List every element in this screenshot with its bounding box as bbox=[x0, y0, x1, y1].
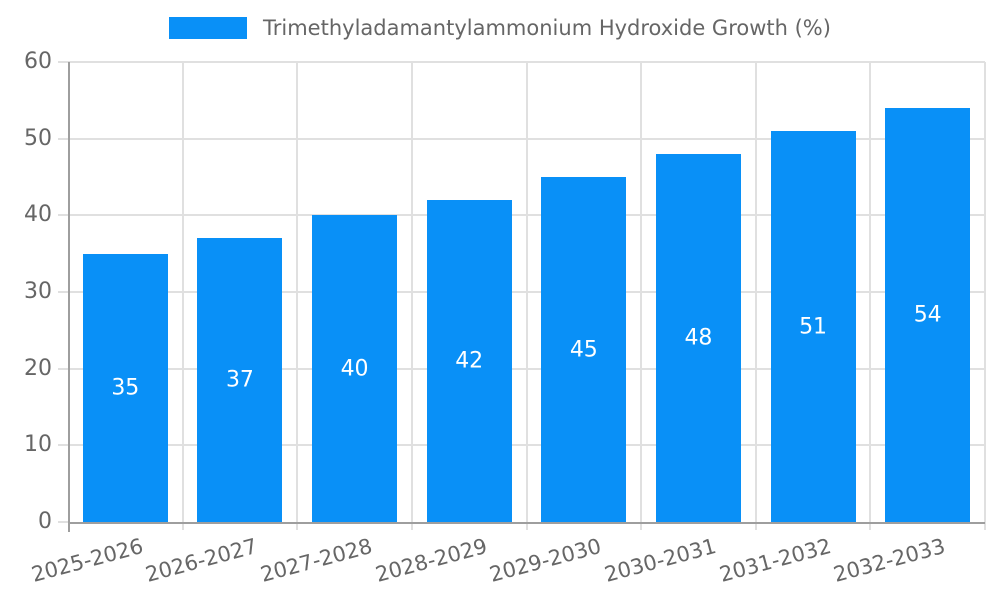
v-gridline bbox=[181, 62, 184, 530]
bar-2032-2033: 54 bbox=[885, 108, 971, 522]
v-gridline bbox=[410, 62, 413, 530]
bar-value-label: 35 bbox=[111, 375, 140, 401]
x-tick-label: 2025-2026 bbox=[28, 534, 146, 587]
x-tick-label: 2027-2028 bbox=[257, 534, 375, 587]
bar-2026-2027: 37 bbox=[197, 238, 283, 522]
v-gridline bbox=[640, 62, 643, 530]
legend-swatch bbox=[169, 17, 248, 39]
h-gridline bbox=[58, 137, 985, 140]
h-gridline bbox=[58, 214, 985, 217]
bar-value-label: 45 bbox=[569, 337, 598, 362]
y-tick-label: 40 bbox=[24, 202, 52, 228]
v-gridline bbox=[296, 62, 299, 530]
x-tick-label: 2030-2031 bbox=[601, 534, 719, 587]
bar-2025-2026: 35 bbox=[82, 253, 168, 522]
bar-2027-2028: 40 bbox=[312, 215, 398, 522]
bar-2030-2031: 48 bbox=[655, 154, 741, 522]
bar-value-label: 42 bbox=[455, 348, 484, 374]
legend: Trimethyladamantylammonium Hydroxide Gro… bbox=[0, 16, 1000, 40]
x-tick-label: 2026-2027 bbox=[143, 534, 261, 587]
bar-value-label: 40 bbox=[340, 356, 369, 382]
h-gridline bbox=[58, 61, 985, 63]
y-axis-line bbox=[68, 62, 70, 532]
y-tick-label: 60 bbox=[24, 49, 52, 74]
y-tick-label: 10 bbox=[24, 432, 52, 458]
v-gridline bbox=[525, 62, 528, 530]
y-tick-label: 20 bbox=[24, 355, 52, 381]
bar-value-label: 37 bbox=[225, 367, 254, 393]
v-gridline bbox=[984, 62, 986, 530]
plot-area: 0 10 20 30 40 50 60 35 37 40 42 45 48 51 54 2025-2026 20… bbox=[24, 51, 986, 587]
x-tick-label: 2032-2033 bbox=[831, 534, 948, 587]
x-tick-label: 2029-2030 bbox=[487, 534, 605, 587]
bar-2031-2032: 51 bbox=[770, 131, 856, 522]
v-gridline bbox=[869, 62, 872, 530]
h-gridline bbox=[58, 367, 985, 370]
bar-value-label: 51 bbox=[799, 314, 828, 339]
legend-label: Trimethyladamantylammonium Hydroxide Gro… bbox=[263, 16, 831, 40]
y-tick-label: 0 bbox=[38, 509, 52, 534]
x-axis-line bbox=[68, 522, 985, 524]
y-tick-label: 30 bbox=[24, 279, 52, 304]
y-tick bbox=[58, 521, 68, 523]
h-gridline bbox=[58, 291, 985, 293]
v-gridline bbox=[754, 62, 757, 530]
bar-value-label: 48 bbox=[684, 325, 713, 351]
bar-2029-2030: 45 bbox=[541, 177, 627, 522]
h-gridline bbox=[58, 444, 985, 447]
bar-2028-2029: 42 bbox=[426, 200, 512, 522]
x-tick-label: 2028-2029 bbox=[372, 534, 490, 587]
y-tick-label: 50 bbox=[24, 125, 52, 151]
bar-value-label: 54 bbox=[913, 302, 942, 328]
x-tick-label: 2031-2032 bbox=[716, 534, 834, 587]
